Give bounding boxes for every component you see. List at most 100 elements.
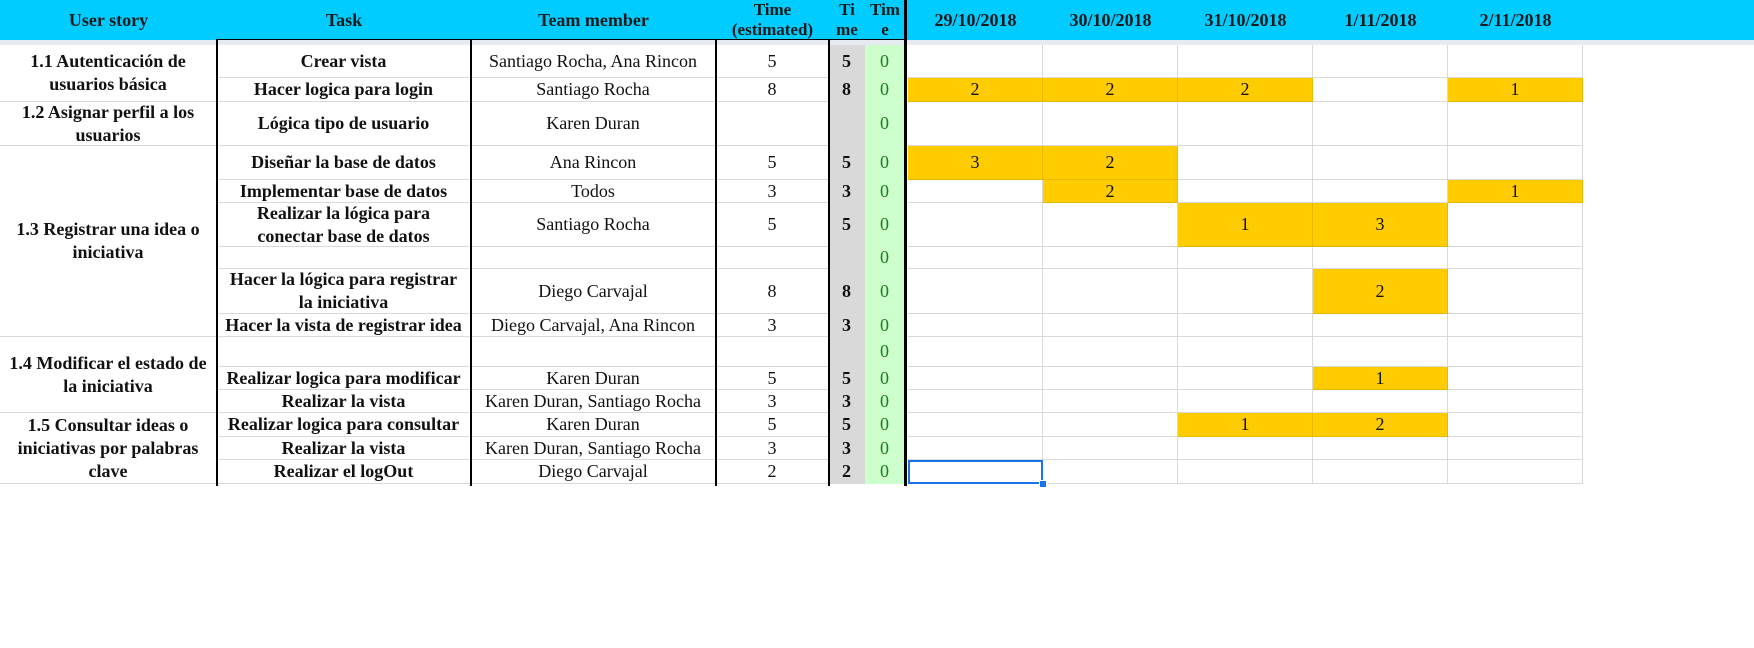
time-estimated-cell[interactable]: 3: [716, 314, 829, 337]
time-estimated-cell[interactable]: 5: [716, 413, 829, 437]
time-spent-cell[interactable]: 3: [829, 314, 865, 337]
day-cell[interactable]: [1178, 437, 1313, 460]
team-member-cell[interactable]: [471, 337, 716, 367]
day-cell[interactable]: [1043, 460, 1178, 484]
day-cell[interactable]: 2: [1313, 269, 1448, 314]
time-remaining-cell[interactable]: 0: [865, 437, 905, 460]
day-cell[interactable]: [1043, 314, 1178, 337]
time-spent-cell[interactable]: 5: [829, 367, 865, 390]
day-cell[interactable]: [1313, 247, 1448, 269]
time-remaining-cell[interactable]: 0: [865, 269, 905, 314]
day-cell[interactable]: [1448, 390, 1583, 413]
time-spent-cell[interactable]: 3: [829, 180, 865, 203]
day-cell[interactable]: [1178, 269, 1313, 314]
team-member-cell[interactable]: Karen Duran: [471, 367, 716, 390]
day-cell[interactable]: 1: [1313, 367, 1448, 390]
time-estimated-cell[interactable]: 3: [716, 437, 829, 460]
header-date-4[interactable]: 1/11/2018: [1313, 0, 1448, 40]
day-cell[interactable]: 2: [1043, 78, 1178, 102]
time-estimated-cell[interactable]: 8: [716, 269, 829, 314]
day-cell[interactable]: [1313, 180, 1448, 203]
day-cell[interactable]: [908, 390, 1043, 413]
team-member-cell[interactable]: Karen Duran: [471, 413, 716, 437]
header-time-spent[interactable]: Ti me: [829, 0, 865, 40]
task-cell[interactable]: Hacer la lógica para registrar la inicia…: [217, 269, 471, 314]
time-remaining-cell[interactable]: 0: [865, 146, 905, 180]
user-story-cell[interactable]: 1.5 Consultar ideas o iniciativas por pa…: [0, 413, 217, 484]
task-cell[interactable]: Realizar el logOut: [217, 460, 471, 484]
day-cell[interactable]: 1: [1448, 78, 1583, 102]
team-member-cell[interactable]: Santiago Rocha, Ana Rincon: [471, 45, 716, 78]
header-task[interactable]: Task: [217, 0, 471, 40]
time-remaining-cell[interactable]: 0: [865, 180, 905, 203]
day-cell[interactable]: [1043, 203, 1178, 247]
day-cell[interactable]: [1043, 367, 1178, 390]
time-remaining-cell[interactable]: 0: [865, 337, 905, 367]
day-cell[interactable]: [1313, 390, 1448, 413]
team-member-cell[interactable]: Ana Rincon: [471, 146, 716, 180]
day-cell[interactable]: [1313, 102, 1448, 146]
day-cell[interactable]: 3: [1313, 203, 1448, 247]
task-cell[interactable]: Implementar base de datos: [217, 180, 471, 203]
team-member-cell[interactable]: Santiago Rocha: [471, 203, 716, 247]
day-cell[interactable]: [1448, 269, 1583, 314]
day-cell[interactable]: [908, 269, 1043, 314]
task-cell[interactable]: Realizar la vista: [217, 390, 471, 413]
day-cell[interactable]: [908, 102, 1043, 146]
time-estimated-cell[interactable]: 2: [716, 460, 829, 484]
day-cell[interactable]: [908, 367, 1043, 390]
time-estimated-cell[interactable]: 3: [716, 180, 829, 203]
time-remaining-cell[interactable]: 0: [865, 45, 905, 78]
day-cell[interactable]: [1043, 269, 1178, 314]
day-cell[interactable]: [1178, 102, 1313, 146]
day-cell[interactable]: [908, 413, 1043, 437]
time-remaining-cell[interactable]: 0: [865, 78, 905, 102]
user-story-cell[interactable]: 1.1 Autenticación de usuarios básica: [0, 45, 217, 102]
time-spent-cell[interactable]: [829, 337, 865, 367]
day-cell[interactable]: [1043, 337, 1178, 367]
task-cell[interactable]: Hacer logica para login: [217, 78, 471, 102]
team-member-cell[interactable]: Karen Duran, Santiago Rocha: [471, 437, 716, 460]
team-member-cell[interactable]: Karen Duran: [471, 102, 716, 146]
day-cell[interactable]: [1178, 460, 1313, 484]
day-cell[interactable]: [1043, 413, 1178, 437]
task-cell[interactable]: [217, 247, 471, 269]
day-cell[interactable]: 2: [1178, 78, 1313, 102]
task-cell[interactable]: Crear vista: [217, 45, 471, 78]
day-cell[interactable]: 1: [1178, 413, 1313, 437]
time-estimated-cell[interactable]: [716, 102, 829, 146]
day-cell[interactable]: [1043, 247, 1178, 269]
day-cell[interactable]: [1313, 437, 1448, 460]
time-estimated-cell[interactable]: 8: [716, 78, 829, 102]
day-cell[interactable]: [908, 337, 1043, 367]
user-story-cell[interactable]: 1.4 Modificar el estado de la iniciativa: [0, 337, 217, 413]
team-member-cell[interactable]: Todos: [471, 180, 716, 203]
time-remaining-cell[interactable]: 0: [865, 102, 905, 146]
day-cell[interactable]: [1448, 337, 1583, 367]
team-member-cell[interactable]: [471, 247, 716, 269]
day-cell[interactable]: [908, 437, 1043, 460]
time-remaining-cell[interactable]: 0: [865, 390, 905, 413]
task-cell[interactable]: Hacer la vista de registrar idea: [217, 314, 471, 337]
day-cell[interactable]: 1: [1448, 180, 1583, 203]
user-story-cell[interactable]: 1.2 Asignar perfil a los usuarios: [0, 102, 217, 146]
day-cell[interactable]: [1178, 180, 1313, 203]
time-spent-cell[interactable]: 5: [829, 146, 865, 180]
team-member-cell[interactable]: Diego Carvajal, Ana Rincon: [471, 314, 716, 337]
team-member-cell[interactable]: Diego Carvajal: [471, 460, 716, 484]
header-date-5[interactable]: 2/11/2018: [1448, 0, 1583, 40]
day-cell[interactable]: [1448, 367, 1583, 390]
day-cell[interactable]: [1313, 337, 1448, 367]
time-spent-cell[interactable]: 3: [829, 390, 865, 413]
day-cell[interactable]: 2: [1313, 413, 1448, 437]
day-cell[interactable]: [1448, 203, 1583, 247]
day-cell[interactable]: [1448, 45, 1583, 78]
header-team-member[interactable]: Team member: [471, 0, 716, 40]
time-remaining-cell[interactable]: 0: [865, 314, 905, 337]
header-user-story[interactable]: User story: [0, 0, 217, 40]
team-member-cell[interactable]: Diego Carvajal: [471, 269, 716, 314]
day-cell[interactable]: [1043, 45, 1178, 78]
time-spent-cell[interactable]: [829, 247, 865, 269]
task-cell[interactable]: Realizar la lógica para conectar base de…: [217, 203, 471, 247]
day-cell[interactable]: 2: [1043, 180, 1178, 203]
